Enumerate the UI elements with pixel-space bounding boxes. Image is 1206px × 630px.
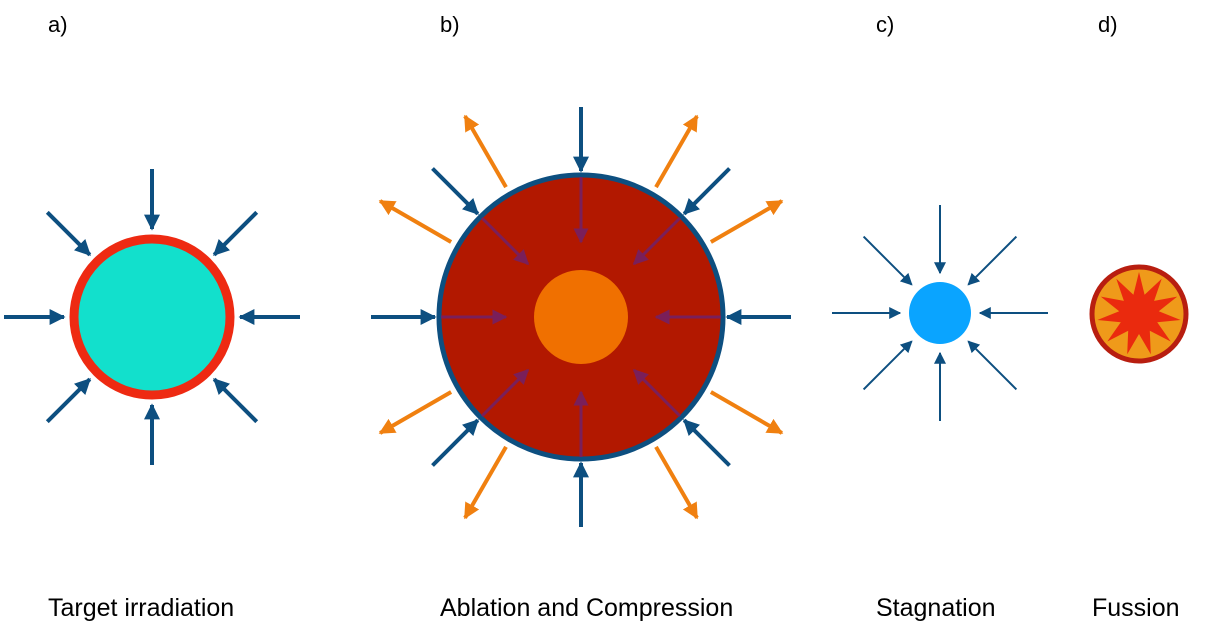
compression-arrows <box>441 177 721 457</box>
laser-arrow-a-2 <box>212 377 259 424</box>
panel-a-target-irradiation <box>4 169 300 465</box>
panel-a-letter: a) <box>48 12 68 37</box>
laser-arrow-a-4 <box>45 377 92 424</box>
ablation-arrow-7 <box>378 199 453 244</box>
caption-stagnation: Stagnation <box>876 594 996 622</box>
hot-core <box>534 270 628 364</box>
caption-ablation-compression: Ablation and Compression <box>440 594 734 622</box>
ablation-arrow-3 <box>709 390 784 435</box>
ablation-arrow-2 <box>709 199 784 244</box>
ablation-arrow-6 <box>378 390 453 435</box>
stagnation-arrow-8 <box>967 235 1018 286</box>
stagnation-arrow-6 <box>862 235 913 286</box>
compression-arrow-8 <box>632 216 682 266</box>
laser-beams-a <box>4 169 300 465</box>
panel-b-ablation-compression <box>371 107 791 527</box>
fusion-burst-icon <box>1097 272 1181 355</box>
compression-arrow-4 <box>480 368 530 418</box>
laser-arrow-b-8 <box>682 167 731 216</box>
compression-arrow-2 <box>632 368 682 418</box>
ablation-arrow-8 <box>463 114 508 189</box>
laser-arrow-a-6 <box>45 210 92 257</box>
stagnation-arrow-2 <box>967 340 1018 391</box>
panel-b-letter: b) <box>440 12 460 37</box>
laser-arrow-a-8 <box>212 210 259 257</box>
panel-c-letter: c) <box>876 12 895 37</box>
panel-d-fusion <box>1089 264 1189 364</box>
ablation-plasma-arrows <box>378 114 784 520</box>
panel-d-letter: d) <box>1098 12 1118 37</box>
target-capsule <box>69 234 235 400</box>
laser-arrow-b-6 <box>431 167 480 216</box>
compression-arrow-6 <box>480 216 530 266</box>
ablation-arrow-5 <box>463 445 508 520</box>
converging-arrows-c <box>832 205 1048 421</box>
ablation-arrow-1 <box>654 114 699 189</box>
caption-fusion: Fussion <box>1092 594 1180 622</box>
laser-beams-b <box>371 107 791 527</box>
laser-arrow-b-4 <box>431 418 480 467</box>
stagnated-core <box>909 282 971 344</box>
caption-target-irradiation: Target irradiation <box>48 594 235 622</box>
stagnation-arrow-4 <box>862 340 913 391</box>
panel-c-stagnation <box>832 205 1048 421</box>
laser-arrow-b-2 <box>682 418 731 467</box>
ablation-arrow-4 <box>654 445 699 520</box>
